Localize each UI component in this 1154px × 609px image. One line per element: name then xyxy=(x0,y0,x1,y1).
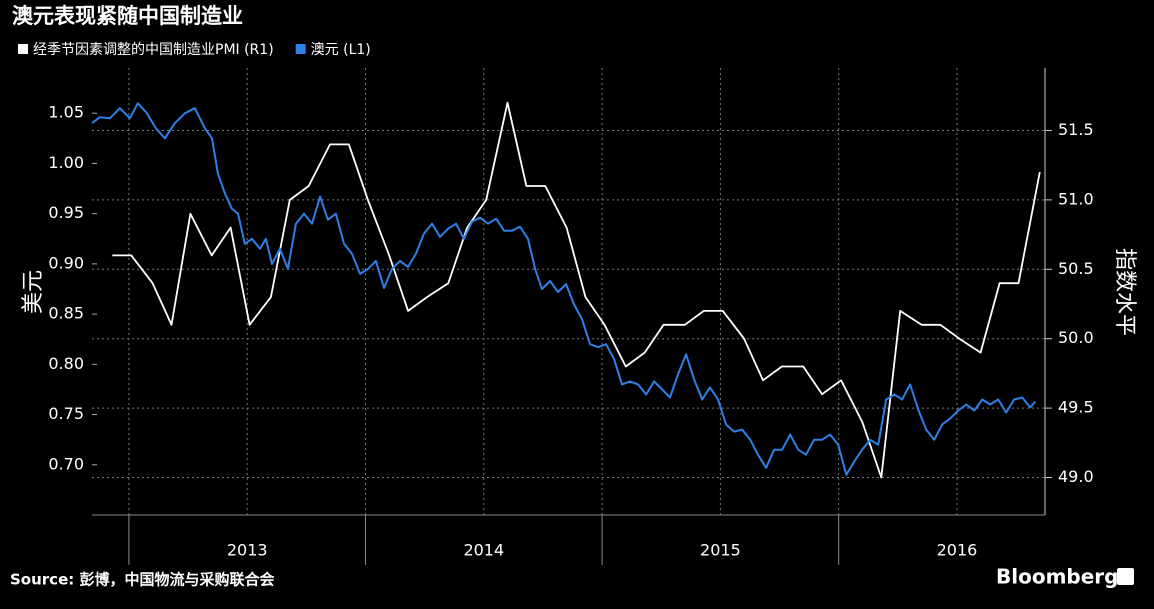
chart-title: 澳元表现紧随中国制造业 xyxy=(12,4,243,28)
series-line xyxy=(112,101,1041,479)
source: Source: 彭博，中国物流与采购联合会 xyxy=(10,571,274,589)
y-tick-label: 1.05 xyxy=(48,103,84,122)
legend-label: 经季节因素调整的中国制造业PMI (R1) xyxy=(33,42,274,58)
legend-label: 澳元 (L1) xyxy=(311,42,371,58)
y-tick-label: 0.80 xyxy=(48,354,84,373)
y2-tick-label: 50.5 xyxy=(1058,259,1094,278)
brand-icon xyxy=(1117,568,1134,585)
x-tick-label: 2016 xyxy=(937,541,978,560)
y-tick-label: 0.85 xyxy=(48,304,84,323)
y2-tick-label: 51.5 xyxy=(1058,120,1094,139)
x-tick-label: 2015 xyxy=(700,541,741,560)
y2-tick-label: 51.0 xyxy=(1058,189,1094,208)
y-tick-label: 0.90 xyxy=(48,253,84,272)
y-tick-label: 0.95 xyxy=(48,203,84,222)
legend-swatch xyxy=(18,44,28,54)
y-tick-label: 0.75 xyxy=(48,404,84,423)
y2-tick-label: 49.0 xyxy=(1058,467,1094,486)
series-line xyxy=(91,102,1037,476)
y-axis-label: 美元 xyxy=(21,270,46,314)
y-tick-label: 1.00 xyxy=(48,153,84,172)
x-tick-label: 2014 xyxy=(463,541,504,560)
legend-swatch xyxy=(295,44,306,54)
x-tick-label: 2013 xyxy=(227,541,268,560)
y-tick-label: 0.70 xyxy=(48,454,84,473)
brand: Bloomberg xyxy=(996,565,1118,589)
y2-tick-label: 49.5 xyxy=(1058,398,1094,417)
y2-axis-label: 指数水平 xyxy=(1112,248,1137,336)
y2-tick-label: 50.0 xyxy=(1058,328,1094,347)
